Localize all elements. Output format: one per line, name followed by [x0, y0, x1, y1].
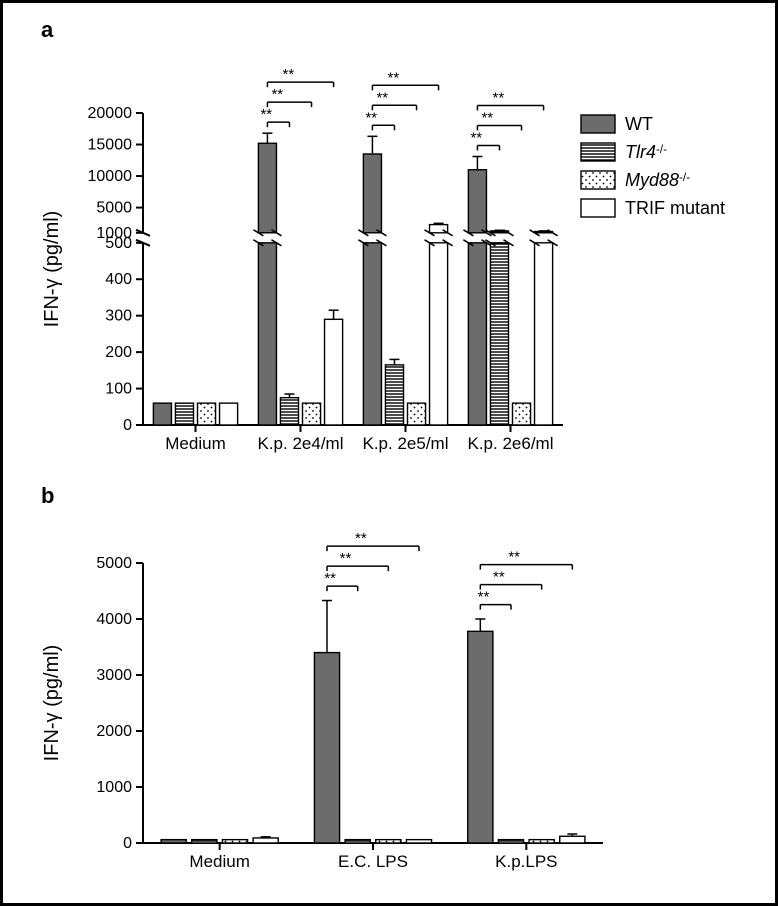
svg-text:**: ** [388, 69, 400, 86]
bar [430, 243, 448, 425]
legend-swatch [581, 143, 615, 161]
bar [490, 243, 508, 425]
legend-swatch [581, 199, 615, 217]
bar [376, 840, 401, 843]
bar [314, 653, 339, 843]
legend-swatch [581, 115, 615, 133]
bar [535, 243, 553, 425]
svg-text:**: ** [478, 589, 490, 606]
svg-text:**: ** [376, 89, 388, 106]
legend-label: Myd88-/- [625, 170, 690, 190]
svg-text:**: ** [283, 66, 295, 83]
svg-text:400: 400 [105, 271, 132, 288]
svg-text:**: ** [470, 129, 482, 146]
svg-text:**: ** [355, 530, 367, 547]
svg-text:2000: 2000 [96, 723, 132, 740]
bar [363, 154, 381, 233]
svg-text:300: 300 [105, 308, 132, 325]
bar [345, 840, 370, 843]
svg-text:**: ** [493, 89, 505, 106]
bar [175, 403, 193, 425]
bar [161, 840, 186, 843]
svg-text:20000: 20000 [88, 105, 133, 122]
svg-text:15000: 15000 [88, 137, 133, 154]
svg-text:5000: 5000 [96, 200, 132, 217]
svg-text:K.p. 2e6/ml: K.p. 2e6/ml [468, 434, 554, 453]
bar [468, 243, 486, 425]
bar [407, 403, 425, 425]
svg-text:3000: 3000 [96, 667, 132, 684]
bar [153, 403, 171, 425]
svg-text:E.C. LPS: E.C. LPS [338, 852, 408, 871]
panel-a-label: a [41, 17, 53, 43]
bar [258, 243, 276, 425]
svg-text:5000: 5000 [96, 555, 132, 572]
svg-text:**: ** [324, 570, 336, 587]
svg-text:100: 100 [105, 381, 132, 398]
svg-text:Medium: Medium [165, 434, 225, 453]
bar [197, 403, 215, 425]
svg-text:0: 0 [123, 835, 132, 852]
bar [302, 403, 320, 425]
legend-label: TRIF mutant [625, 198, 725, 218]
svg-text:**: ** [481, 109, 493, 126]
svg-text:**: ** [271, 86, 283, 103]
legend-swatch [581, 171, 615, 189]
bar [220, 403, 238, 425]
panel-b-chart: 0 1000 2000 3000 4000 5000 IFN-γ (pg/ml) Medium… [41, 530, 603, 871]
bar [385, 365, 403, 425]
bar [512, 403, 530, 425]
figure-frame: a b 010020030040050010005000100001500020… [0, 0, 778, 906]
bar [325, 319, 343, 425]
bar [363, 243, 381, 425]
svg-text:K.p. 2e5/ml: K.p. 2e5/ml [363, 434, 449, 453]
panel-b-label: b [41, 483, 54, 509]
bar [468, 631, 493, 843]
bar [468, 170, 486, 233]
legend-label: WT [625, 114, 653, 134]
bar [222, 840, 247, 843]
bar [280, 398, 298, 425]
panel-a-chart: 010020030040050010005000100001500020000I… [41, 66, 563, 453]
svg-text:4000: 4000 [96, 611, 132, 628]
svg-text:IFN-γ (pg/ml): IFN-γ (pg/ml) [41, 211, 63, 328]
bar [192, 840, 217, 843]
svg-text:K.p.LPS: K.p.LPS [495, 852, 557, 871]
bar [253, 838, 278, 843]
svg-text:IFN-γ (pg/ml): IFN-γ (pg/ml) [41, 645, 63, 762]
svg-text:**: ** [508, 549, 520, 566]
svg-text:**: ** [340, 550, 352, 567]
figure-svg: 010020030040050010005000100001500020000I… [3, 3, 775, 903]
bar [498, 840, 523, 843]
svg-text:**: ** [493, 569, 505, 586]
svg-text:**: ** [260, 106, 272, 123]
legend-label: Tlr4-/- [625, 142, 667, 162]
svg-text:**: ** [365, 109, 377, 126]
legend: WT Tlr4-/- Myd88-/- TRIF mutant [581, 114, 725, 218]
bar [406, 840, 431, 843]
svg-text:1000: 1000 [96, 225, 132, 242]
svg-text:Medium: Medium [189, 852, 249, 871]
svg-text:200: 200 [105, 344, 132, 361]
svg-text:0: 0 [123, 417, 132, 434]
svg-text:1000: 1000 [96, 779, 132, 796]
svg-text:10000: 10000 [88, 168, 133, 185]
bar [258, 143, 276, 233]
bar [560, 836, 585, 843]
svg-text:K.p. 2e4/ml: K.p. 2e4/ml [258, 434, 344, 453]
bar [529, 840, 554, 843]
